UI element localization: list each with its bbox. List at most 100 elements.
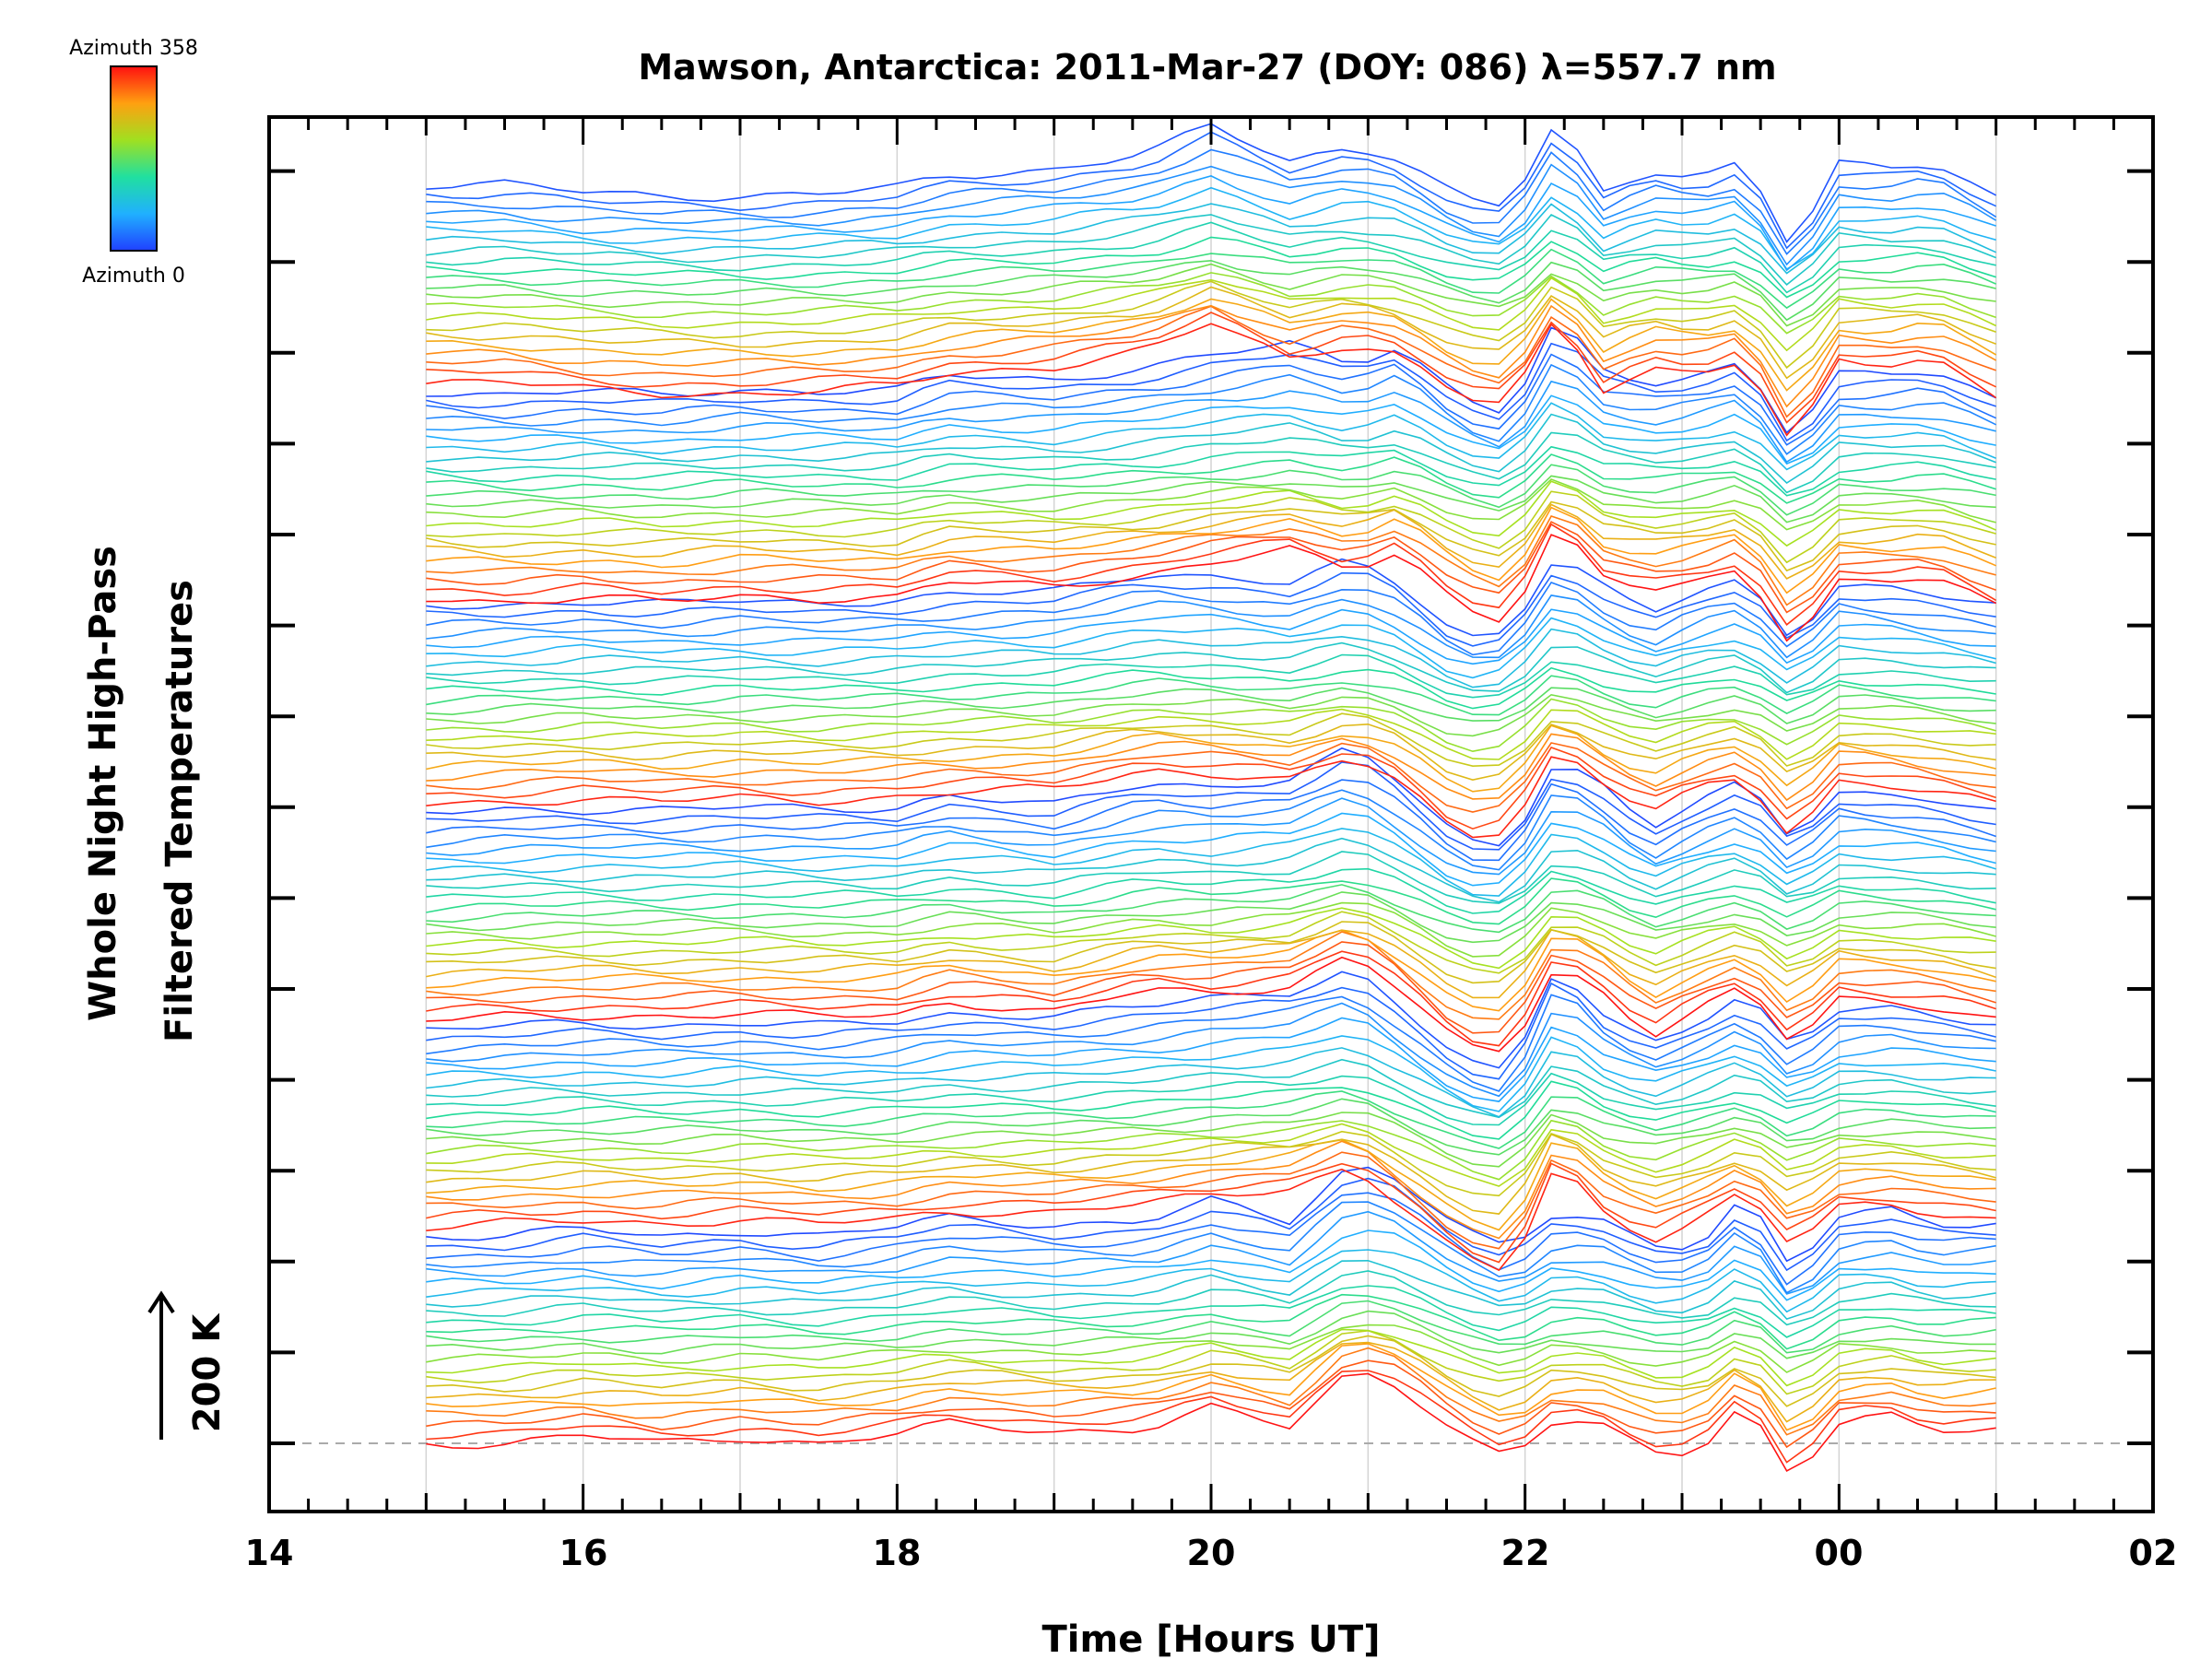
series-line — [426, 687, 1996, 724]
series-line — [426, 500, 1996, 572]
series-line — [426, 733, 1996, 802]
series-line — [426, 203, 1997, 275]
series-line — [426, 828, 1996, 897]
series-line — [426, 1166, 1996, 1263]
series-line — [426, 558, 1996, 637]
series-line — [426, 263, 1996, 327]
series-line — [426, 1058, 1996, 1119]
series-line — [426, 891, 1996, 944]
series-line — [426, 1359, 1996, 1449]
series-line — [426, 453, 1996, 504]
series-line — [426, 1270, 1996, 1326]
series-line — [426, 1177, 1996, 1272]
x-tick-label: 16 — [559, 1533, 608, 1573]
series-line — [426, 1341, 1996, 1423]
series-line — [426, 708, 1996, 760]
series-line — [426, 464, 1996, 516]
series-line — [426, 724, 1996, 793]
series-line — [426, 617, 1996, 679]
series-line — [426, 221, 1996, 294]
x-tick-label: 00 — [1815, 1533, 1864, 1573]
series-line — [426, 521, 1996, 614]
series-line — [426, 779, 1996, 862]
series-line — [426, 394, 1996, 465]
series-line — [426, 342, 1996, 442]
y-axis-label-line-1: Whole Night High-Pass — [82, 546, 124, 1021]
series-line — [426, 747, 1996, 847]
series-line — [426, 742, 1996, 813]
series-line — [426, 298, 1997, 392]
x-tick-labels: 14 16 18 20 22 00 02 — [245, 1533, 2178, 1573]
series-line — [426, 1123, 1996, 1187]
series-line — [426, 1293, 1996, 1350]
series-line — [426, 797, 1996, 876]
series-line — [426, 756, 1996, 839]
series-line — [426, 186, 1996, 271]
plot-area — [267, 115, 2155, 1513]
series-line — [426, 1343, 1996, 1431]
series-line — [426, 837, 1996, 903]
series-line — [426, 445, 1996, 497]
series-line — [426, 1335, 1996, 1407]
series-line — [426, 1310, 1996, 1359]
series-line — [426, 928, 1996, 999]
series-line — [426, 1035, 1996, 1112]
series-line — [426, 921, 1996, 984]
series-line — [426, 304, 1997, 408]
series-line — [426, 1119, 1996, 1181]
series-line — [426, 280, 1996, 370]
series-line — [426, 213, 1996, 286]
series-line — [426, 907, 1996, 970]
series-line — [426, 1210, 1996, 1295]
series-line — [426, 877, 1996, 925]
series-line — [426, 380, 1996, 464]
series-line — [426, 693, 1996, 737]
series-line — [426, 272, 1996, 335]
series-line — [426, 956, 1996, 1053]
series-line — [426, 698, 1996, 753]
series-line — [426, 950, 1996, 1047]
series-line — [426, 911, 1996, 974]
series-line — [426, 353, 1997, 446]
series-line — [426, 286, 1996, 380]
series-line — [426, 812, 1996, 887]
series-line — [426, 628, 1996, 688]
x-tick-label: 02 — [2129, 1533, 2178, 1573]
series-line — [426, 1285, 1996, 1338]
series-line — [426, 402, 1996, 471]
series-line — [426, 1347, 1996, 1436]
y-axis-label: Whole Night High-Pass Filtered Temperatu… — [82, 546, 201, 1042]
series-line — [426, 994, 1996, 1092]
series-line — [426, 1130, 1996, 1197]
series-line — [426, 259, 1996, 322]
series-line — [426, 1300, 1996, 1354]
series-line — [426, 653, 1996, 699]
series-line — [426, 594, 1996, 659]
series-line — [426, 478, 1996, 531]
series-line — [426, 323, 1997, 437]
series-line — [426, 506, 1997, 594]
series-line — [426, 1140, 1996, 1240]
series-line — [426, 789, 1996, 871]
x-tick-label: 20 — [1187, 1533, 1236, 1573]
colorbar — [110, 65, 158, 252]
series-line — [426, 523, 1997, 626]
series-line — [426, 1324, 1996, 1373]
series-line — [426, 1230, 1996, 1301]
series-line — [426, 1249, 1996, 1313]
series-line — [426, 1162, 1996, 1264]
series-line — [426, 571, 1996, 647]
series-line — [426, 582, 1996, 656]
scale-bar-arrowhead — [147, 1290, 175, 1314]
series-line — [426, 1201, 1996, 1294]
series-line — [426, 1002, 1996, 1098]
series-line — [426, 413, 1996, 485]
x-tick-label: 22 — [1501, 1533, 1550, 1573]
colorbar-min-label: Azimuth 0 — [82, 265, 185, 288]
x-axis-label: Time [Hours UT] — [1042, 1618, 1381, 1659]
series-line — [426, 363, 1997, 455]
series-line — [426, 1329, 1996, 1395]
series-line — [426, 747, 1996, 830]
series-line — [426, 867, 1996, 914]
